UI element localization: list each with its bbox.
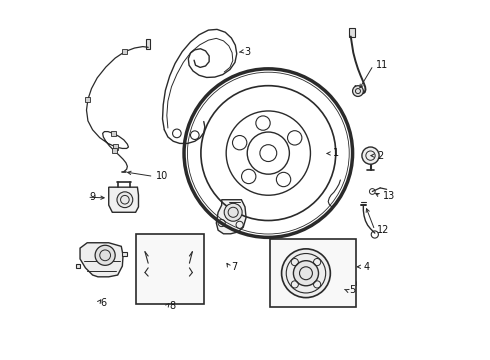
Text: 11: 11 [375,60,388,70]
Text: 9: 9 [89,192,96,202]
Polygon shape [337,279,347,288]
Circle shape [117,192,133,208]
Circle shape [362,147,379,164]
Bar [112,148,117,153]
Text: 1: 1 [333,148,339,158]
Polygon shape [122,252,126,256]
Polygon shape [216,200,246,234]
Bar [136,234,204,304]
Circle shape [294,261,318,286]
Circle shape [224,203,242,221]
Polygon shape [150,256,190,263]
Circle shape [353,86,364,96]
Bar [270,239,356,307]
Polygon shape [338,279,356,288]
Polygon shape [76,264,80,268]
Text: 10: 10 [156,171,168,181]
Bar [111,131,116,136]
Bar [113,144,119,149]
Text: 2: 2 [377,150,383,161]
Polygon shape [80,243,123,277]
Circle shape [282,249,330,298]
Text: 13: 13 [383,191,395,201]
Polygon shape [152,257,187,260]
Polygon shape [146,40,150,49]
Text: 6: 6 [101,298,107,308]
Text: 7: 7 [231,262,238,272]
Bar [85,97,91,102]
Circle shape [95,245,115,265]
Text: 12: 12 [377,225,390,235]
Polygon shape [152,269,187,274]
Bar [349,28,355,37]
Polygon shape [150,268,190,276]
Text: 3: 3 [245,46,250,57]
Bar [122,49,127,54]
Text: 8: 8 [169,301,175,311]
Text: 4: 4 [364,262,370,272]
Polygon shape [109,187,139,212]
Text: 5: 5 [349,285,356,296]
